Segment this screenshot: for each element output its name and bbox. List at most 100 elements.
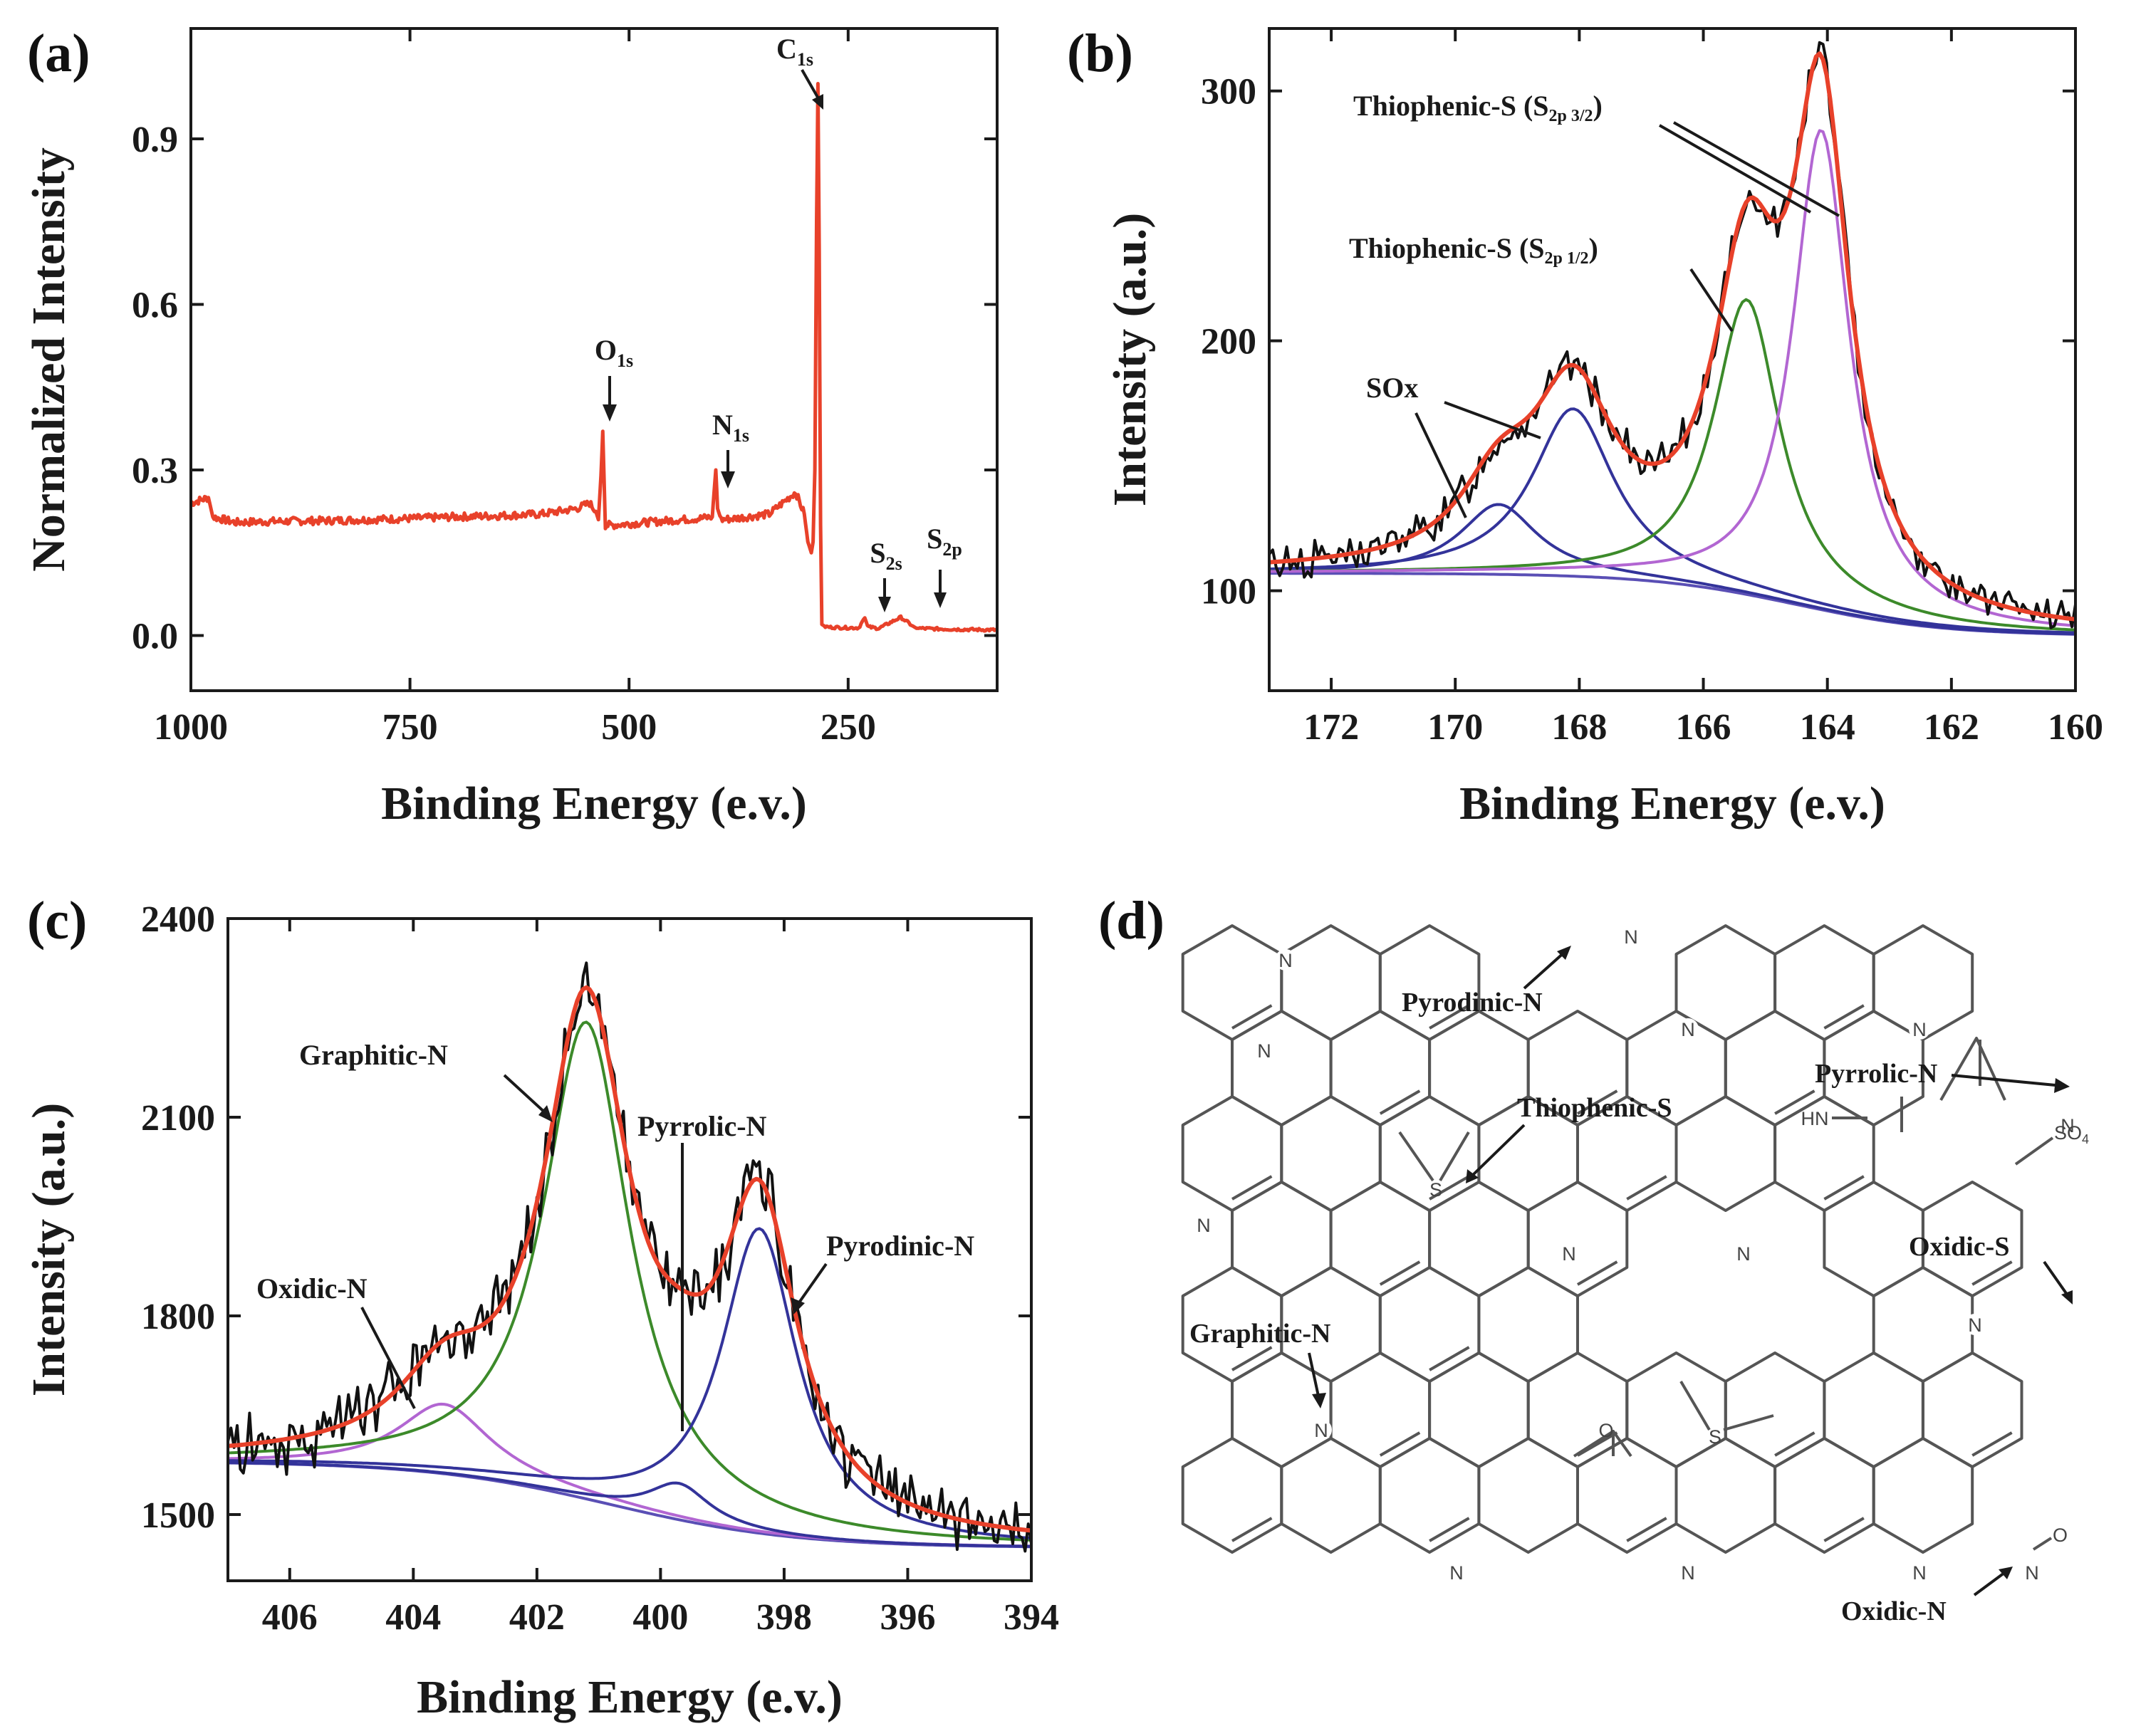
annotation-n1s: N1s xyxy=(712,409,749,488)
double-bond xyxy=(1429,1346,1470,1371)
nitrogen-site-mask xyxy=(1193,1214,1214,1235)
panel-a-y-tick-label: 0.9 xyxy=(132,120,178,160)
nitrogen-atom: N xyxy=(1968,1314,1982,1336)
pyrrole-hn: HN xyxy=(1801,1108,1829,1129)
oxidic-n-label: Oxidic-N xyxy=(256,1272,368,1304)
label-graphitic-n: Graphitic-N xyxy=(1189,1319,1330,1349)
nitrogen-atom: N xyxy=(1681,1562,1695,1584)
annotation-graphitic-n: Graphitic-N xyxy=(299,1039,553,1122)
panel-b-x-axis-title: Binding Energy (e.v.) xyxy=(1459,778,1885,830)
nitrogen-atom: N xyxy=(1278,950,1293,971)
double-bond xyxy=(1626,1175,1667,1201)
panel-a-letter: (a) xyxy=(27,23,90,83)
annotation-pyrrolic-n: Pyrrolic-N xyxy=(637,1110,767,1431)
double-bond xyxy=(1429,1004,1470,1030)
nitrogen-site-mask xyxy=(1733,1243,1754,1264)
panel-a-x-tick-label: 500 xyxy=(601,707,657,748)
graphene-lattice xyxy=(1181,924,2023,1554)
annotation-s2p: S2p xyxy=(927,523,962,608)
annotation-thiophenic-s-2p12: Thiophenic-S (S2p 1/2) xyxy=(1349,232,1734,333)
panel-d-doped-graphene-structure: (d) N N N N N N N N N N N N N N N SO4 O O S S HN Pyrod… xyxy=(1098,891,2089,1626)
panel-b-y-tick-label: 100 xyxy=(1201,572,1256,612)
annotation-pyrodinic-n: Pyrodinic-N xyxy=(791,1230,974,1314)
panel-c-n1s-spectrum: (c) 406 404 402 400 398 396 394 1500 1800 2100 240… xyxy=(23,891,1059,1723)
thiophenic-s-2p32-pointer-a xyxy=(1659,124,1811,214)
double-bond xyxy=(1823,1004,1865,1030)
panel-b-tick-labels: 172 170 168 166 164 162 160 100 200 300 xyxy=(1201,72,2103,748)
panel-a-x-tick-label: 250 xyxy=(820,707,876,748)
panel-c-x-tick-label: 406 xyxy=(262,1597,318,1638)
panel-a-series xyxy=(189,82,998,633)
sox-label: SOx xyxy=(1366,372,1418,404)
panel-c-y-axis-title: Intensity (a.u.) xyxy=(23,1103,75,1397)
nitrogen-site-mask xyxy=(1558,1243,1580,1264)
s2s-label: S2s xyxy=(870,537,902,574)
nitrogen-atom: N xyxy=(1912,1562,1927,1584)
panel-b-y-tick-label: 300 xyxy=(1201,72,1256,113)
double-bond xyxy=(1774,1431,1815,1457)
graphitic-n-pointer xyxy=(503,1074,548,1116)
c1s-arrowhead-icon xyxy=(812,94,823,110)
nitrogen-atom: N xyxy=(1912,1019,1927,1040)
c-component-2 xyxy=(228,1461,1032,1548)
pyrodinic-n-arrowhead-icon xyxy=(1557,946,1571,960)
panel-c-x-axis-title: Binding Energy (e.v.) xyxy=(417,1671,843,1723)
panel-a-ticks xyxy=(189,28,997,691)
panel-c-x-tick-label: 396 xyxy=(880,1597,935,1638)
thiophene-sulfur-b: S xyxy=(1709,1426,1721,1448)
heteroatom-labels: N N N N N N N N N N N N N N N xyxy=(1193,926,2078,1584)
thiophene-ring-a xyxy=(1398,1131,1470,1182)
panel-c-x-tick-label: 404 xyxy=(385,1597,441,1638)
label-oxidic-s: Oxidic-S xyxy=(1909,1232,2009,1262)
panel-c-y-tick-label: 1500 xyxy=(141,1495,215,1536)
panel-c-tick-labels: 406 404 402 400 398 396 394 1500 1800 2100 2400 xyxy=(141,899,1059,1638)
c1s-label: C1s xyxy=(776,33,813,70)
panel-c-x-tick-label: 394 xyxy=(1004,1597,1059,1638)
panel-b-x-tick-label: 166 xyxy=(1676,707,1731,748)
oxidic-s-arrow xyxy=(2043,1260,2070,1299)
double-bond xyxy=(1379,1431,1421,1457)
panel-b-plot-frame xyxy=(1268,27,2077,692)
c-fit-envelope-line xyxy=(227,985,1032,1533)
nitrogen-site-mask xyxy=(1964,1314,1986,1335)
b-component-3 xyxy=(1268,129,2076,627)
n-oxide-oxygen: O xyxy=(2053,1525,2068,1546)
panel-c-plot-frame xyxy=(226,917,1033,1582)
n1s-label: N1s xyxy=(712,409,749,446)
nitrogen-site-mask xyxy=(1909,1018,1930,1040)
nitrogen-site-mask xyxy=(1620,926,1642,947)
nitrogen-site-mask xyxy=(1446,1562,1467,1583)
label-pyrodinic-n: Pyrodinic-N xyxy=(1402,988,1543,1018)
s2p-arrowhead-icon xyxy=(934,592,947,608)
epoxide-oxygen: O xyxy=(1598,1420,1613,1441)
panel-c-series xyxy=(226,961,1033,1553)
nitrogen-site-mask xyxy=(1677,1562,1699,1583)
label-pyrrolic-n: Pyrrolic-N xyxy=(1815,1059,1937,1089)
pyrrolic-n-arrowhead-icon xyxy=(2054,1078,2070,1093)
panel-b-x-tick-label: 170 xyxy=(1427,707,1483,748)
survey-spectrum-line xyxy=(189,82,998,633)
graphitic-n-arrowhead-icon xyxy=(1312,1393,1326,1408)
nitrogen-site-mask xyxy=(1311,1419,1332,1440)
double-bond xyxy=(1576,1260,1618,1286)
panel-c-x-tick-label: 400 xyxy=(632,1597,688,1638)
oxidic-n-pointer xyxy=(360,1307,416,1409)
double-bond xyxy=(1576,1431,1618,1457)
s2p-label: S2p xyxy=(927,523,962,560)
panel-c-x-tick-label: 398 xyxy=(756,1597,812,1638)
pyrrolic-n-label: Pyrrolic-N xyxy=(637,1110,767,1142)
sox-pointer-a xyxy=(1415,412,1467,518)
double-bond xyxy=(1231,1004,1273,1030)
b-component-1 xyxy=(1268,407,2076,634)
panel-b-x-tick-label: 162 xyxy=(1924,707,1979,748)
nitrogen-atom: N xyxy=(1562,1243,1576,1265)
panel-a-x-tick-label: 750 xyxy=(382,707,438,748)
nitrogen-site-mask xyxy=(2021,1562,2043,1583)
double-bond xyxy=(1231,1175,1273,1201)
double-bonds xyxy=(1231,1004,2013,1542)
sox-pointer-b xyxy=(1444,401,1541,439)
structure-labels: Pyrodinic-N Pyrrolic-N Thiophenic-S Oxid… xyxy=(1189,946,2073,1626)
panel-a-y-axis-title: Normalized Intensity xyxy=(23,147,75,572)
